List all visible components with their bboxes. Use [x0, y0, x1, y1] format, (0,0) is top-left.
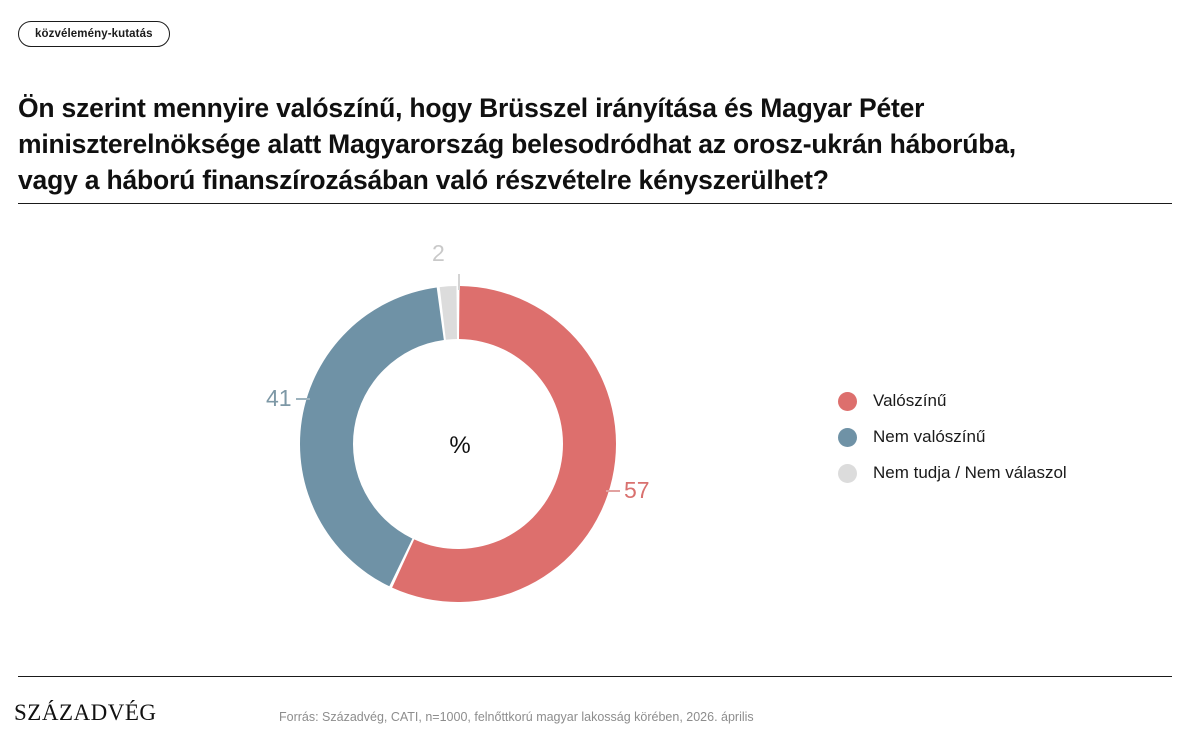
legend-swatch-icon-nem-valoszinu	[838, 427, 857, 447]
page-title: Ön szerint mennyire valószínű, hogy Brüs…	[18, 90, 1148, 198]
donut-chart-svg	[300, 286, 616, 602]
donut-value-label-nem-tudja: 2	[432, 240, 445, 266]
page-title-line-1: Ön szerint mennyire valószínű, hogy Brüs…	[18, 92, 925, 123]
legend-swatch-icon-valoszinu	[838, 391, 857, 411]
szazadveg-logo: Századvég	[14, 692, 157, 728]
source-note: Forrás: Századvég, CATI, n=1000, felnőtt…	[279, 710, 754, 724]
category-badge: közvélemény-kutatás	[18, 21, 170, 47]
donut-slice[interactable]	[392, 286, 616, 602]
category-badge-label: közvélemény-kutatás	[35, 28, 153, 40]
donut-leader-tick-nem-valoszinu	[296, 398, 310, 400]
legend-item-nem-valoszinu[interactable]: Nem valószínű	[838, 426, 1067, 448]
divider-top	[18, 203, 1172, 204]
divider-bottom	[18, 676, 1172, 677]
donut-value-label-nem-valoszinu: 41	[266, 385, 292, 411]
donut-slice[interactable]	[300, 287, 444, 587]
chart-legend: Valószínű Nem valószínű Nem tudja / Nem …	[838, 390, 1067, 484]
legend-label-nem-tudja: Nem tudja / Nem válaszol	[873, 463, 1067, 482]
legend-item-nem-tudja[interactable]: Nem tudja / Nem válaszol	[838, 462, 1067, 484]
page-title-line-2: miniszterelnöksége alatt Magyarország be…	[18, 128, 1016, 159]
legend-item-valoszinu[interactable]: Valószínű	[838, 390, 1067, 412]
donut-center-label: %	[449, 432, 471, 459]
donut-slice[interactable]	[439, 286, 457, 340]
donut-chart: % 2 41 57	[240, 236, 680, 656]
page-title-line-3: vagy a háború finanszírozásában való rés…	[18, 164, 829, 195]
donut-value-label-valoszinu: 57	[624, 477, 650, 503]
legend-label-nem-valoszinu: Nem valószínű	[873, 427, 986, 446]
legend-swatch-icon-nem-tudja	[838, 463, 857, 483]
legend-label-valoszinu: Valószínű	[873, 391, 947, 410]
donut-leader-tick-nem-tudja	[458, 274, 460, 290]
donut-leader-tick-valoszinu	[606, 490, 620, 492]
